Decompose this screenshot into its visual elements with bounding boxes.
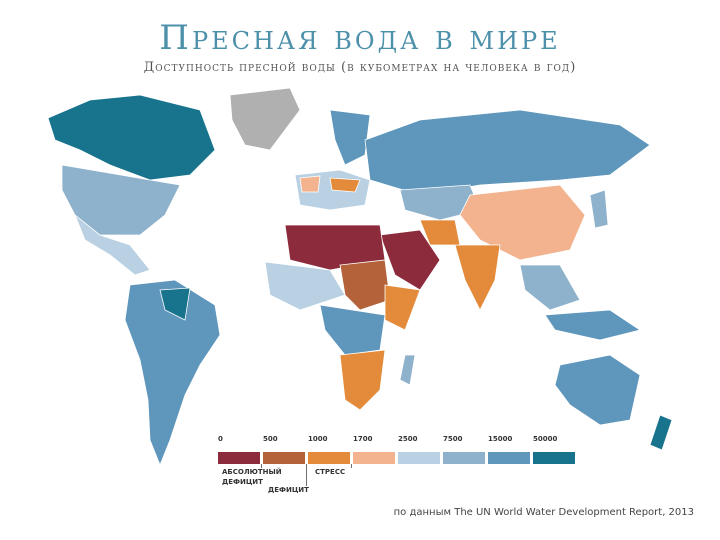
japan: [589, 189, 609, 229]
legend-swatch: [443, 452, 485, 464]
legend-tick: 50000: [533, 435, 557, 443]
legend-tick: 7500: [443, 435, 463, 443]
guyana: [159, 287, 191, 321]
arabia: [379, 229, 441, 291]
usa: [61, 164, 181, 236]
legend-swatch: [533, 452, 575, 464]
legend-label: ДЕФИЦИТ: [268, 486, 309, 494]
india: [454, 244, 501, 311]
legend-tick: 15000: [488, 435, 512, 443]
indonesia: [544, 309, 641, 341]
title: Пресная вода в мире: [159, 18, 561, 58]
legend-tick: 1000: [308, 435, 328, 443]
west-africa: [264, 261, 346, 311]
madagascar: [399, 354, 416, 386]
southern-africa: [339, 349, 386, 411]
china: [459, 184, 586, 261]
central-europe: [329, 177, 361, 193]
central-africa: [319, 304, 386, 356]
greenland: [229, 87, 301, 151]
subtitle: Доступность пресной воды (в кубометрах н…: [143, 60, 577, 75]
legend-tick: 2500: [398, 435, 418, 443]
sudan: [339, 259, 391, 311]
mexico: [74, 213, 151, 276]
east-africa: [384, 284, 421, 331]
source: по данным The UN World Water Development…: [393, 507, 694, 518]
australia: [554, 354, 641, 426]
legend-swatch: [353, 452, 395, 464]
canada: [47, 94, 216, 181]
legend-swatch: [308, 452, 350, 464]
legend-label: СТРЕСС: [315, 468, 345, 476]
legend-tick: 500: [263, 435, 278, 443]
south-america: [124, 279, 221, 467]
russia: [364, 109, 651, 196]
legend-tick: 0: [218, 435, 223, 443]
legend-label: ДЕФИЦИТ: [222, 478, 263, 486]
legend-swatch: [218, 452, 260, 464]
iran: [419, 219, 461, 246]
scandinavia: [329, 109, 371, 166]
new-zealand: [649, 414, 673, 451]
uk: [299, 175, 321, 193]
legend-swatch: [263, 452, 305, 464]
legend-label: АБСОЛЮТНЫЙ: [222, 467, 282, 476]
legend-swatch: [488, 452, 530, 464]
legend-tick: 1700: [353, 435, 373, 443]
southeast-asia: [519, 264, 581, 311]
legend-swatch: [398, 452, 440, 464]
